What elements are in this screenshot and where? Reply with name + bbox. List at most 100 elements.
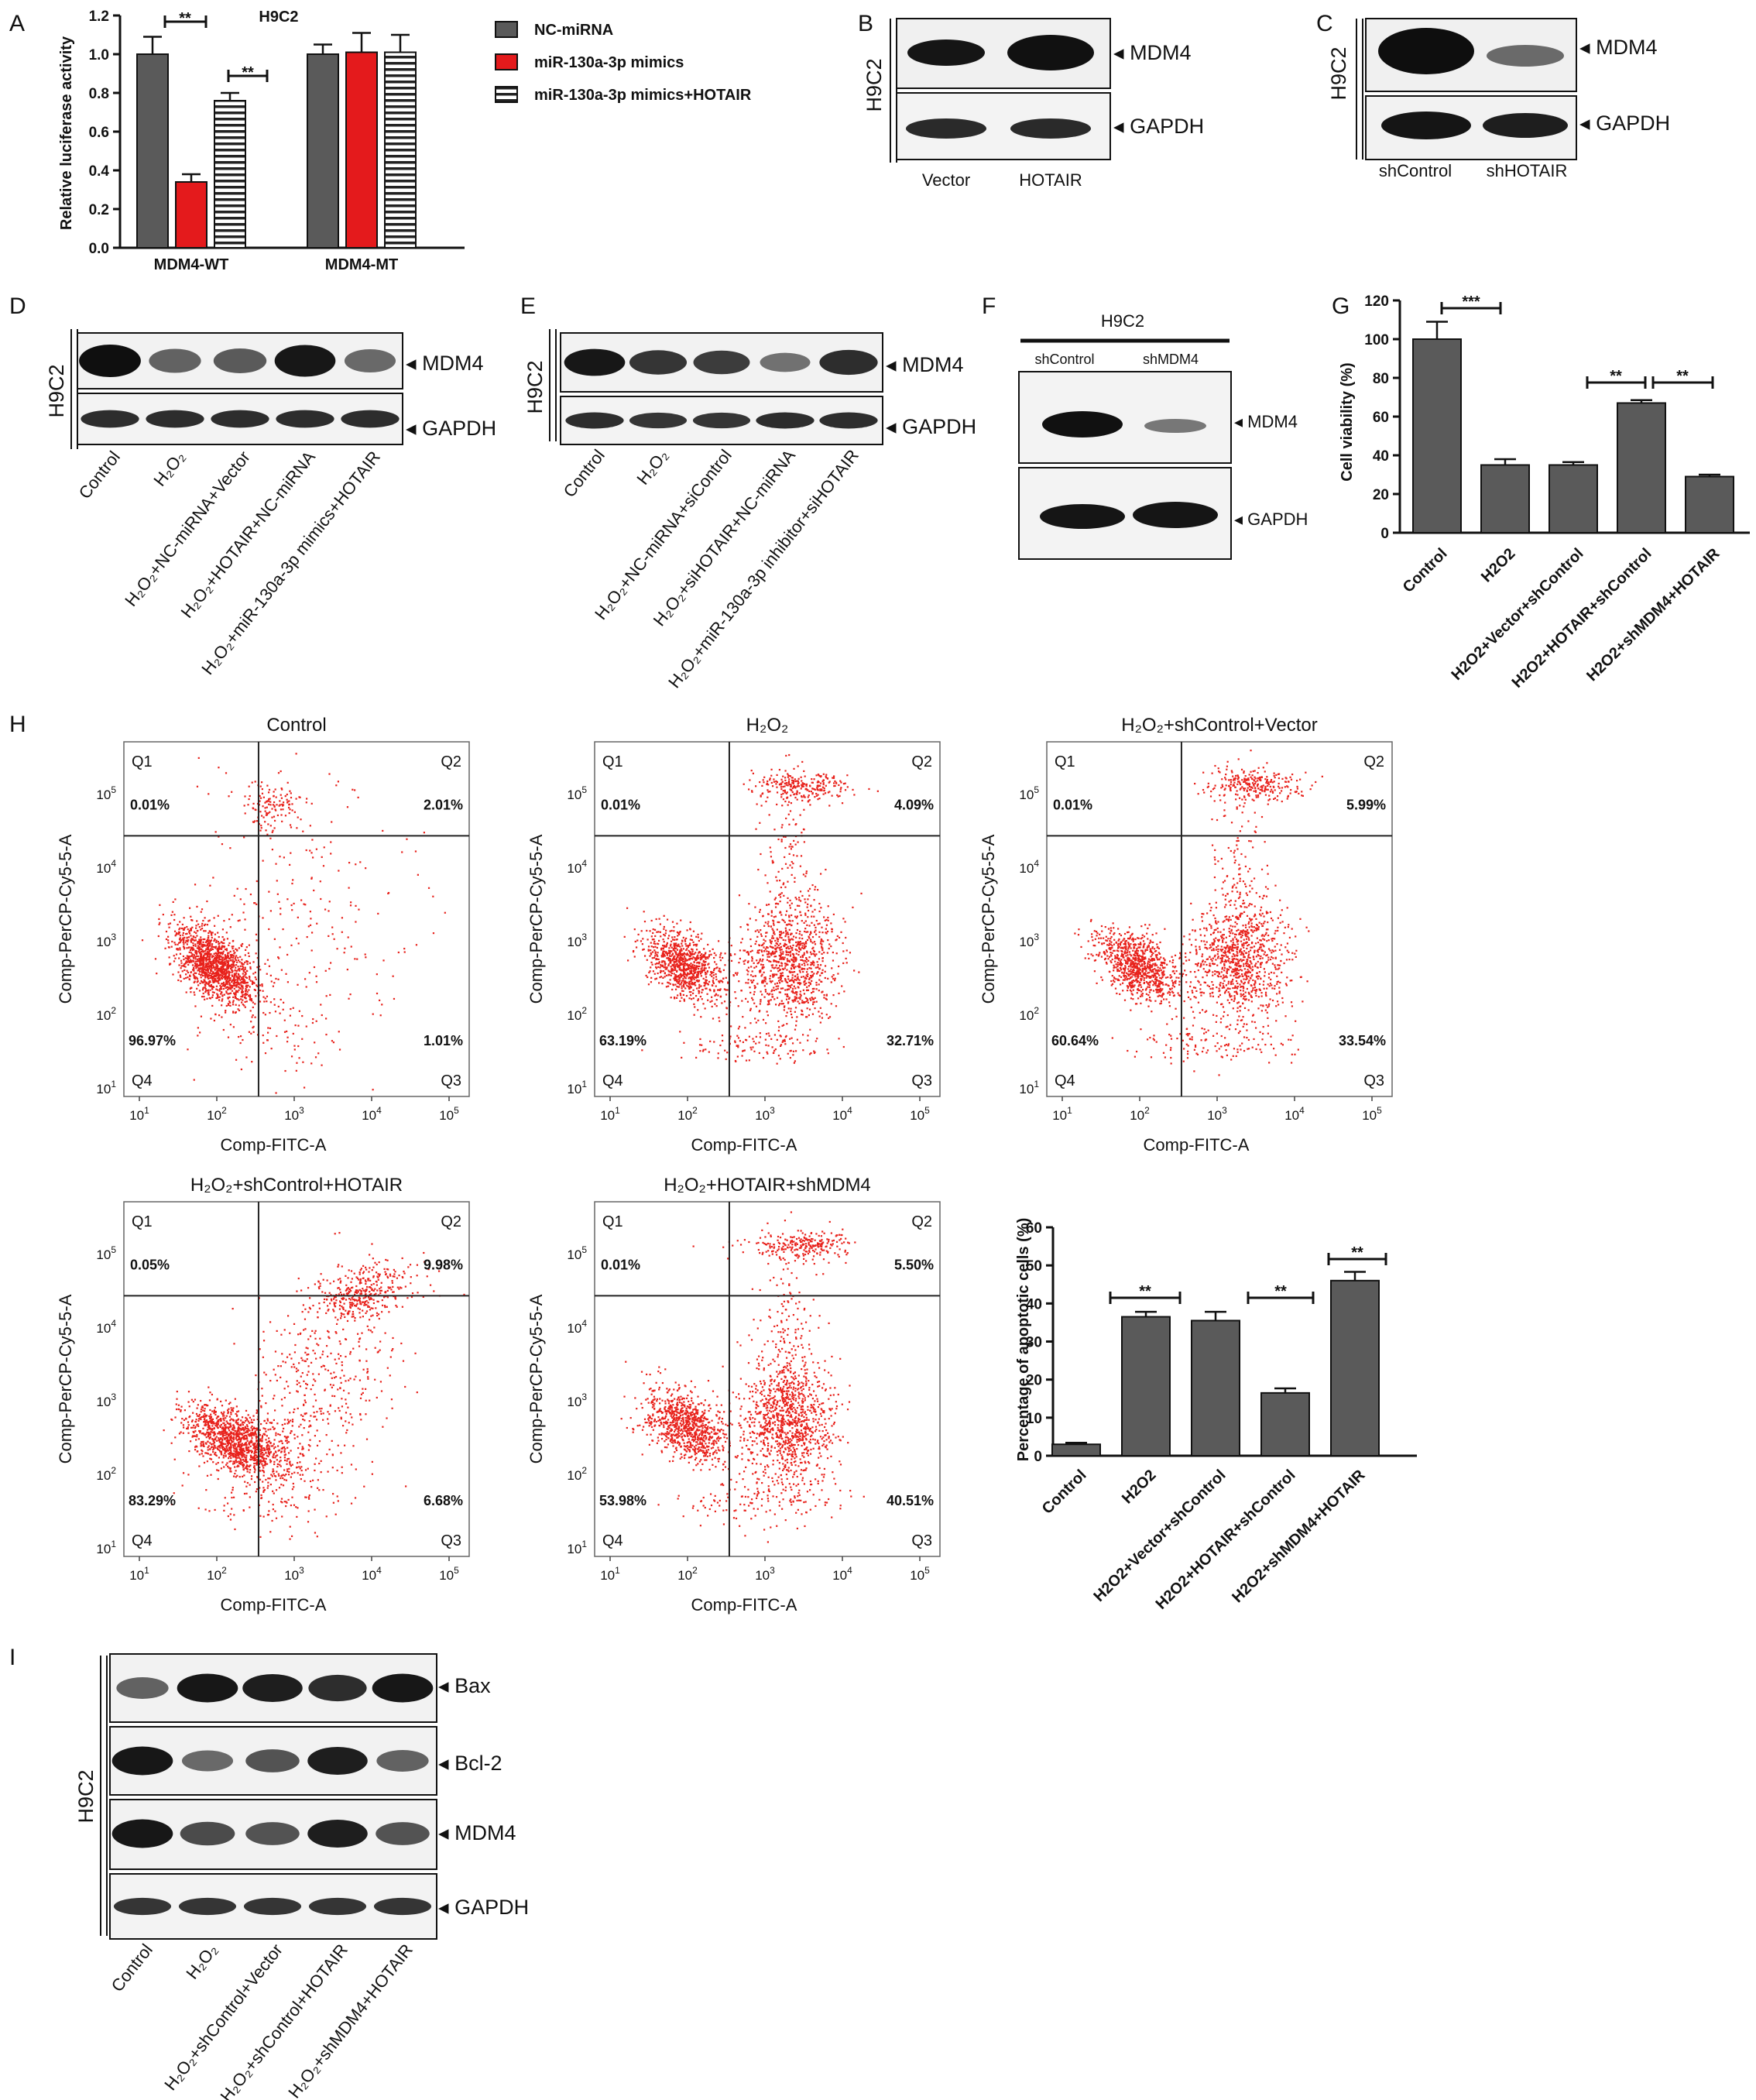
flow-plot: H₂O₂+HOTAIR+shMDM4 Q1 Q2 Q3 Q4 0.01% 5.50% 40.5… [526, 1175, 941, 1614]
panel-a-title: H9C2 [259, 9, 298, 26]
y-tick-label: 60 [1026, 1220, 1042, 1237]
q1-percent: 0.01% [601, 1257, 640, 1272]
y-tick-label: 0.6 [89, 125, 109, 141]
panel-g-sig-3: ** [1676, 368, 1689, 385]
y-tick-label: 105 [96, 1244, 116, 1262]
band [344, 349, 396, 372]
panel-f-band-gapdh: ◂ GAPDH [1234, 510, 1308, 529]
panel-letter-i: I [9, 1645, 15, 1670]
quadrant-label: Q2 [911, 1213, 932, 1230]
q3-percent: 33.54% [1339, 1033, 1386, 1048]
q4-percent: 83.29% [129, 1493, 176, 1508]
flow-xlabel: Comp-FITC-A [1144, 1135, 1250, 1155]
bar [1260, 1387, 1310, 1457]
panel-b-band-mdm4: ◂ MDM4 [1113, 41, 1192, 64]
quadrant-label: Q3 [1363, 1072, 1384, 1089]
panel-i-lane-labels: Control H₂O₂H₂O₂+shControl+VectorH₂O₂+shC… [108, 1940, 417, 2100]
flow-plot: H₂O₂+shControl+Vector Q1 Q2 Q3 Q4 0.01% 5.99% 3… [979, 715, 1393, 1155]
band [565, 412, 624, 429]
y-tick-label: 103 [567, 1391, 587, 1409]
panel-i-band-gapdh: ◂ GAPDH [438, 1896, 529, 1919]
band [1378, 28, 1474, 74]
q2-percent: 5.50% [894, 1257, 934, 1272]
q3-percent: 1.01% [424, 1033, 463, 1048]
panel-g-sig-1: *** [1462, 293, 1480, 311]
band [146, 410, 204, 428]
band [1042, 411, 1123, 438]
band [756, 412, 815, 429]
x-tick-label: 102 [677, 1105, 698, 1123]
quadrant-label: Q1 [602, 1213, 623, 1230]
bar [1549, 461, 1598, 534]
x-tick-label: 104 [362, 1565, 382, 1583]
band [81, 410, 139, 428]
lane-label: H₂O₂+shMDM4+HOTAIR [284, 1940, 417, 2100]
panel-i-side-label: H9C2 [74, 1769, 98, 1823]
y-tick-label: 102 [96, 1005, 116, 1023]
q3-percent: 6.68% [424, 1493, 463, 1508]
x-category-label: H2O2+shMDM4+HOTAIR [1229, 1467, 1369, 1607]
panel-letter-h: H [9, 712, 26, 737]
x-category-label: H2O2+HOTAIR+shControl [1153, 1467, 1299, 1613]
band [111, 1819, 173, 1848]
bar [1617, 399, 1666, 534]
panel-c-lane-shhotair: shHOTAIR [1487, 161, 1568, 180]
panel-e-lane-labels: Control H₂O₂H₂O₂+NC-miRNA+siControlH₂O₂+s… [560, 445, 863, 691]
y-tick-label: 1.0 [89, 47, 109, 63]
q1-percent: 0.01% [601, 797, 640, 812]
band [1144, 419, 1206, 433]
q2-percent: 2.01% [424, 797, 463, 812]
panel-f-lane-shcontrol: shControl [1034, 352, 1094, 367]
x-tick-label: 103 [755, 1105, 775, 1123]
band [564, 348, 626, 376]
y-tick-label: 0 [1380, 526, 1389, 542]
panel-b-band-gapdh: ◂ GAPDH [1113, 115, 1204, 138]
y-tick-label: 1.2 [89, 9, 109, 25]
bar [1480, 458, 1530, 534]
x-tick-label: 105 [910, 1105, 930, 1123]
band [243, 1897, 302, 1916]
quadrant-label: Q2 [441, 1213, 461, 1230]
bar [214, 91, 246, 249]
bar [1121, 1310, 1171, 1457]
panel-h-sig-3: ** [1351, 1244, 1363, 1261]
x-tick-label: 101 [1052, 1105, 1072, 1123]
band [906, 118, 986, 139]
x-category-label: H2O2+HOTAIR+shControl [1509, 545, 1655, 691]
y-tick-label: 40 [1373, 448, 1389, 465]
quadrant-label: Q4 [132, 1072, 153, 1089]
flow-ylabel: Comp-PerCP-Cy5-5-A [526, 1294, 546, 1463]
x-tick-label: 102 [207, 1565, 227, 1583]
quadrant-label: Q2 [441, 753, 461, 770]
y-tick-label: 50 [1026, 1258, 1042, 1275]
panel-d-band-gapdh: ◂ GAPDH [406, 417, 496, 440]
y-tick-label: 0 [1034, 1449, 1042, 1465]
quadrant-label: Q4 [602, 1072, 623, 1089]
panel-h-flow-plots: Control Q1 Q2 Q3 Q4 0.01% 2.01% 1.01% 96.97% 101 1… [56, 715, 1393, 1614]
flow-ylabel: Comp-PerCP-Cy5-5-A [56, 1294, 75, 1463]
bar [307, 43, 339, 249]
quadrant-label: Q3 [441, 1532, 461, 1549]
band [1040, 504, 1125, 529]
panel-d-band-mdm4: ◂ MDM4 [406, 352, 484, 375]
q4-percent: 60.64% [1051, 1033, 1099, 1048]
y-tick-label: 60 [1373, 410, 1389, 426]
panel-g-bars [1412, 321, 1734, 534]
panel-i-band-bax: ◂ Bax [438, 1674, 491, 1697]
y-tick-label: 120 [1364, 293, 1389, 310]
quadrant-label: Q1 [602, 753, 623, 770]
panel-c-band-mdm4: ◂ MDM4 [1579, 36, 1658, 59]
panel-a-sig-1: ** [179, 10, 191, 27]
bar [1685, 473, 1734, 534]
x-tick-label: 101 [600, 1105, 620, 1123]
quadrant-label: Q1 [132, 753, 153, 770]
panel-e-western-blot: H9C2 ◂ MDM4 ◂ GAPDH Control H₂O₂H₂O₂+NC-m… [523, 329, 976, 691]
band [376, 1750, 429, 1772]
lane-label: H₂O₂ [633, 446, 672, 489]
panel-letters: A B C D E F G H I [9, 11, 1350, 1670]
panel-f-band-mdm4: ◂ MDM4 [1234, 412, 1298, 431]
band [1007, 35, 1094, 70]
y-tick-label: 10 [1026, 1411, 1042, 1427]
x-tick-label: 104 [832, 1565, 852, 1583]
quadrant-label: Q4 [602, 1532, 623, 1549]
